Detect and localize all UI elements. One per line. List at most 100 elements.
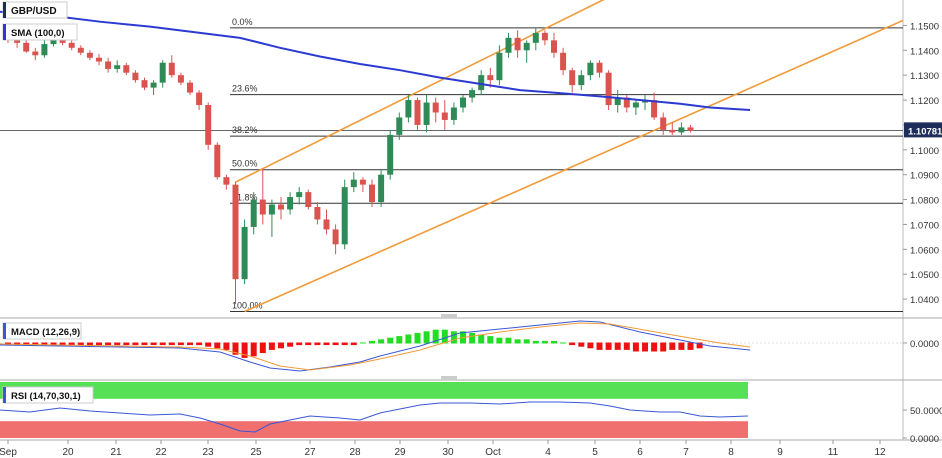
- macd-histogram-bar: [496, 337, 503, 344]
- price-tick-label: 1.1000: [910, 146, 939, 157]
- macd-tick-label: 0.0000: [910, 339, 939, 350]
- macd-histogram-bar: [669, 342, 676, 350]
- candle-down: [432, 102, 439, 113]
- macd-histogram-bar: [596, 342, 603, 350]
- macd-histogram-bar: [205, 342, 212, 347]
- candle-down: [86, 52, 93, 58]
- price-tick-label: 1.0600: [910, 245, 939, 256]
- macd-histogram-bar: [396, 336, 403, 344]
- macd-histogram-bar: [478, 334, 485, 344]
- macd-histogram-bar: [369, 340, 375, 344]
- candle-down: [369, 184, 375, 203]
- time-tick-label: 28: [349, 447, 361, 458]
- candle-down: [487, 75, 494, 81]
- macd-histogram-bar: [150, 342, 157, 346]
- price-tick-label: 1.1300: [910, 71, 939, 82]
- macd-histogram-bar: [696, 342, 703, 349]
- candle-up: [587, 62, 594, 76]
- macd-histogram-bar: [232, 342, 239, 355]
- candle-up: [114, 65, 121, 69]
- time-tick-label: 9: [777, 447, 783, 458]
- time-tick-label: 8: [728, 447, 734, 458]
- candle-down: [214, 144, 221, 178]
- macd-histogram-bar: [32, 342, 39, 346]
- candle-down: [232, 184, 239, 280]
- candle-up: [287, 197, 294, 210]
- macd-histogram-bar: [578, 342, 585, 347]
- price-tick-label: 1.1500: [910, 21, 939, 32]
- candle-down: [14, 39, 21, 43]
- time-tick-label: Oct: [485, 447, 501, 458]
- macd-histogram-bar: [278, 342, 284, 349]
- candle-down: [332, 229, 339, 245]
- candle-down: [651, 100, 658, 118]
- candle-up: [523, 42, 530, 51]
- time-tick-label: 11: [828, 447, 839, 458]
- macd-histogram-bar: [423, 331, 430, 344]
- macd-histogram-bar: [505, 337, 512, 344]
- panel-resize-handle[interactable]: [441, 314, 457, 318]
- macd-histogram-bar: [614, 342, 621, 350]
- candle-down: [359, 179, 366, 185]
- rsi-tick-label: 50.0000: [910, 406, 942, 417]
- panel-resize-handle[interactable]: [441, 376, 457, 380]
- candle-up: [460, 97, 466, 108]
- fib-level-label: 23.6%: [232, 84, 258, 94]
- channel-lower-trendline: [244, 19, 904, 313]
- candle-down: [669, 129, 676, 133]
- macd-histogram-bar: [414, 332, 421, 344]
- candle-up: [396, 117, 403, 135]
- candle-down: [305, 192, 312, 208]
- rsi-legend-marker: [3, 387, 6, 403]
- time-tick-label: 5: [592, 447, 598, 458]
- fib-level-label: 50.0%: [232, 159, 258, 169]
- macd-histogram-bar: [560, 342, 567, 344]
- candle-down: [414, 100, 421, 125]
- candle-down: [541, 32, 548, 41]
- candle-down: [551, 40, 557, 53]
- time-tick-label: 4: [545, 447, 551, 458]
- candle-up: [350, 179, 357, 188]
- candle-up: [268, 204, 275, 215]
- time-tick-label: 6: [637, 447, 643, 458]
- candle-up: [423, 102, 430, 125]
- candle-up: [405, 100, 412, 118]
- price-tick-label: 1.1200: [910, 96, 939, 107]
- candle-down: [177, 75, 184, 83]
- candle-down: [187, 82, 193, 93]
- macd-histogram-bar: [378, 339, 385, 344]
- candle-up: [296, 192, 303, 198]
- macd-histogram-bar: [305, 342, 312, 346]
- time-tick-label: 22: [155, 447, 167, 458]
- candle-up: [632, 102, 639, 108]
- time-tick-label: 29: [394, 447, 406, 458]
- macd-signal-line: [0, 322, 751, 371]
- candle-up: [578, 75, 585, 86]
- candle-up: [150, 82, 157, 88]
- candle-down: [205, 105, 212, 145]
- candle-down: [259, 199, 266, 215]
- macd-histogram-bar: [250, 342, 257, 357]
- price-tick-label: 1.0900: [910, 171, 939, 182]
- macd-histogram-bar: [187, 342, 193, 346]
- candle-up: [450, 107, 457, 120]
- macd-histogram-bar: [259, 342, 266, 354]
- macd-histogram-bar: [450, 331, 457, 344]
- macd-histogram-bar: [59, 342, 66, 346]
- symbol-label: GBP/USD: [11, 6, 57, 17]
- candle-down: [123, 65, 130, 73]
- macd-histogram-bar: [387, 337, 394, 344]
- candle-down: [196, 92, 203, 106]
- time-tick-label: 23: [202, 447, 214, 458]
- candle-down: [77, 47, 84, 53]
- macd-histogram-bar: [68, 342, 75, 346]
- macd-histogram-bar: [323, 342, 330, 346]
- candle-down: [23, 42, 30, 52]
- macd-histogram-bar: [314, 342, 321, 346]
- price-tick-label: 1.0800: [910, 196, 939, 207]
- candle-up: [250, 199, 257, 227]
- candle-up: [469, 90, 476, 98]
- candle-up: [387, 134, 394, 175]
